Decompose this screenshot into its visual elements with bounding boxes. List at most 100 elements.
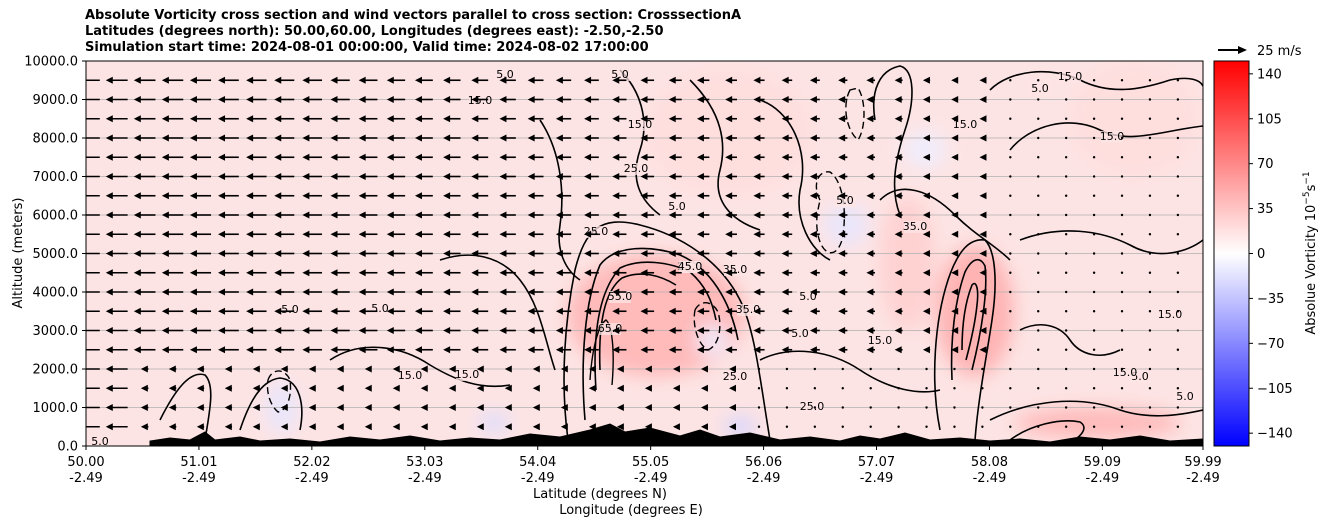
wind-vector-head <box>302 250 310 257</box>
wind-vector-head <box>725 192 733 200</box>
wind-vector-head <box>161 76 169 84</box>
wind-vector <box>1064 136 1068 140</box>
wind-vector-head <box>224 404 232 411</box>
wind-vector-head <box>420 384 428 392</box>
wind-vector <box>1037 233 1040 236</box>
wind-vector-head <box>414 211 422 219</box>
wind-vector-head <box>979 96 987 103</box>
wind-vector-head <box>922 307 930 315</box>
wind-vector-head <box>448 384 456 392</box>
wind-vector-head <box>499 173 507 180</box>
wind-vector-head <box>979 192 987 200</box>
wind-vector <box>785 406 789 409</box>
wind-vector <box>1037 175 1040 178</box>
wind-vector-head <box>414 192 422 200</box>
wind-vector <box>1176 213 1180 217</box>
contour-label: 45.0 <box>678 260 703 273</box>
wind-vector-head <box>753 115 761 123</box>
wind-vector-head <box>951 192 959 200</box>
wind-vector-head <box>838 192 846 200</box>
wind-vector <box>1092 233 1096 236</box>
wind-vector <box>1176 233 1180 236</box>
wind-vector <box>1120 156 1124 159</box>
wind-vector-head <box>443 346 451 354</box>
wind-vector <box>1009 290 1012 294</box>
contour-label-bg <box>954 119 976 131</box>
wind-vector-head <box>612 250 620 257</box>
wind-vector <box>1037 156 1040 159</box>
wind-vector-head <box>386 76 394 84</box>
wind-vector-head <box>364 384 372 392</box>
wind-vector-head <box>499 307 507 315</box>
wind-vector-head <box>696 327 704 334</box>
contour-label-bg <box>1101 131 1123 143</box>
wind-vector-head <box>358 327 366 334</box>
wind-vector <box>1120 79 1124 82</box>
wind-vector-head <box>838 327 846 334</box>
wind-vector-head <box>584 76 592 84</box>
wind-vector-head <box>246 288 254 296</box>
wind-vector-head <box>189 115 197 123</box>
wind-vector <box>1176 406 1180 409</box>
wind-vector-head <box>555 192 563 200</box>
wind-vector-head <box>584 96 592 103</box>
wind-vector-head <box>443 192 451 200</box>
contour-label: 5.0 <box>668 200 686 213</box>
wind-vector-head <box>725 346 733 354</box>
wind-vector-head <box>358 76 366 84</box>
wind-vector-head <box>364 423 372 431</box>
wind-vector-head <box>725 153 733 161</box>
wind-vector <box>1009 156 1012 159</box>
wind-vector-head <box>330 173 338 180</box>
wind-vector <box>1092 290 1096 294</box>
contour-line <box>159 373 212 441</box>
wind-vector <box>1176 367 1180 371</box>
quiver-key-arrowhead <box>1238 46 1247 54</box>
wind-vector-head <box>274 269 282 277</box>
wind-vector-head <box>246 96 254 103</box>
wind-vector-head <box>471 153 479 161</box>
wind-vector-head <box>781 153 789 161</box>
wind-vector <box>1176 117 1180 120</box>
wind-vector-head <box>781 327 789 334</box>
wind-vector-head <box>105 192 113 200</box>
wind-vector-head <box>386 327 394 334</box>
wind-vector-head <box>189 288 197 296</box>
wind-vector <box>1037 310 1040 313</box>
wind-vector-head <box>443 307 451 315</box>
wind-vector-head <box>443 115 451 123</box>
wind-vector-head <box>330 96 338 103</box>
wind-vector-head <box>246 115 254 123</box>
wind-vector-head <box>161 115 169 123</box>
wind-vector <box>1148 290 1152 294</box>
wind-vector-head <box>414 250 422 257</box>
wind-vector-head <box>414 288 422 296</box>
wind-vector-head <box>894 269 902 277</box>
wind-vector-head <box>555 327 563 334</box>
wind-vector-head <box>781 173 789 180</box>
wind-vector <box>1092 310 1096 313</box>
wind-vector-head <box>527 134 535 142</box>
wind-vector-head <box>696 153 704 161</box>
wind-vector-head <box>951 153 959 161</box>
y-tick-label: 7000.0 <box>33 170 79 185</box>
wind-vector-head <box>809 269 817 277</box>
wind-vector-head <box>330 76 338 84</box>
wind-vector <box>1148 117 1152 120</box>
wind-vector <box>1176 156 1180 159</box>
wind-vector-head <box>414 96 422 103</box>
wind-vector <box>1120 194 1124 197</box>
vorticity-region <box>723 415 757 439</box>
contour-line <box>1019 230 1203 255</box>
wind-vector <box>1120 252 1124 255</box>
x-tick-label-lon: -2.49 <box>747 471 781 486</box>
wind-vector <box>1176 290 1180 294</box>
wind-vector-head <box>640 230 648 238</box>
contour-label: 25.0 <box>624 162 649 175</box>
wind-vector-head <box>105 307 113 315</box>
wind-vector <box>981 387 984 390</box>
wind-vector-head <box>668 76 676 84</box>
wind-vector-head <box>668 153 676 161</box>
wind-vector-head <box>588 384 596 392</box>
